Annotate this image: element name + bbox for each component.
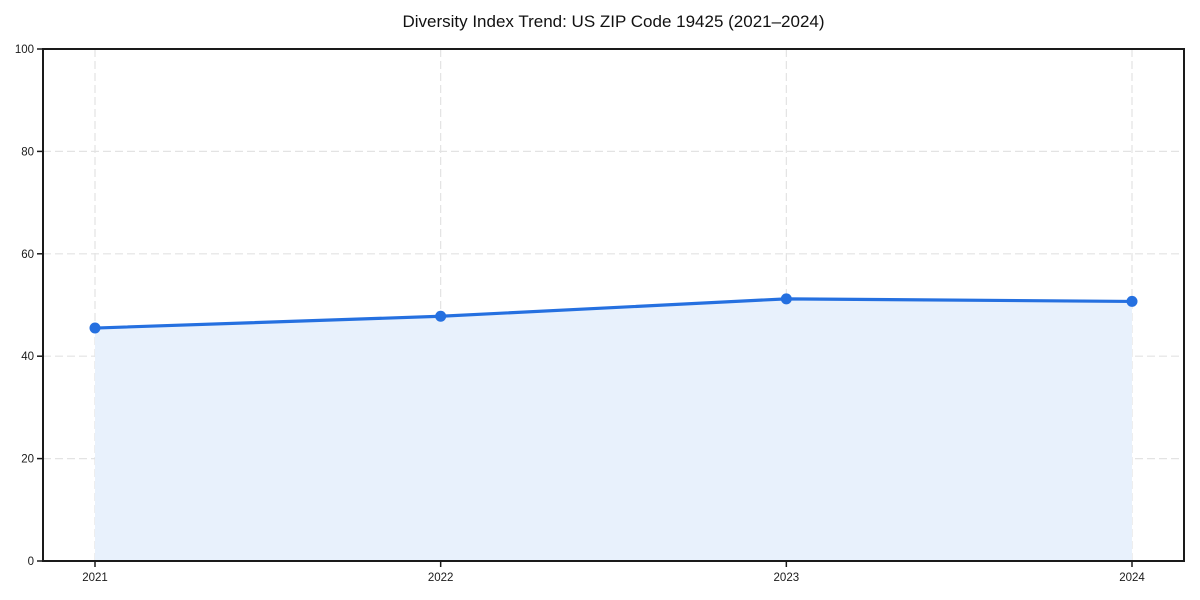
y-tick-label: 20 xyxy=(21,454,34,466)
trend-line xyxy=(93,297,1134,330)
area-fill xyxy=(95,298,1132,561)
chart-title: Diversity Index Trend: US ZIP Code 19425… xyxy=(402,12,825,31)
y-tick-label: 80 xyxy=(21,146,34,158)
data-point-2021 xyxy=(89,322,101,334)
x-tick-label: 2021 xyxy=(82,572,108,584)
x-tick-label: 2023 xyxy=(774,572,800,584)
x-tick-label: 2022 xyxy=(428,572,454,584)
y-tick-label: 0 xyxy=(28,556,34,568)
data-point-2023 xyxy=(780,293,792,305)
x-tick-label: 2024 xyxy=(1119,572,1145,584)
y-tick-label: 40 xyxy=(21,351,34,363)
y-tick-label: 100 xyxy=(15,44,34,56)
data-point-2024 xyxy=(1126,295,1138,307)
data-point-2022 xyxy=(435,310,447,322)
plot-border xyxy=(42,48,1185,562)
y-tick-label: 60 xyxy=(21,249,34,261)
